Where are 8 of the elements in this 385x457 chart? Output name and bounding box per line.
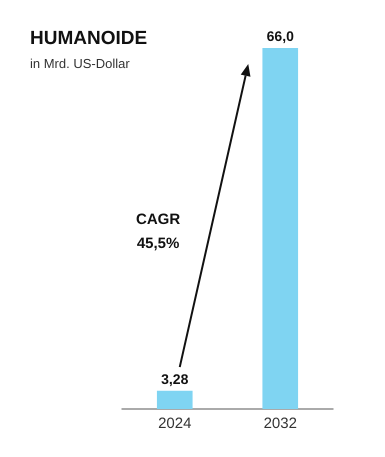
x-tick-label: 2024: [158, 415, 192, 432]
chart-title: HUMANOIDE: [30, 28, 148, 50]
data-label: 3,28: [161, 370, 189, 387]
data-label: 66,0: [266, 28, 294, 44]
x-tick-label: 2032: [264, 415, 297, 432]
text: in Mrd. US-Dollar: [30, 56, 130, 71]
annotation: 45,5%: [136, 234, 180, 254]
annotation: CAGR: [136, 210, 180, 230]
